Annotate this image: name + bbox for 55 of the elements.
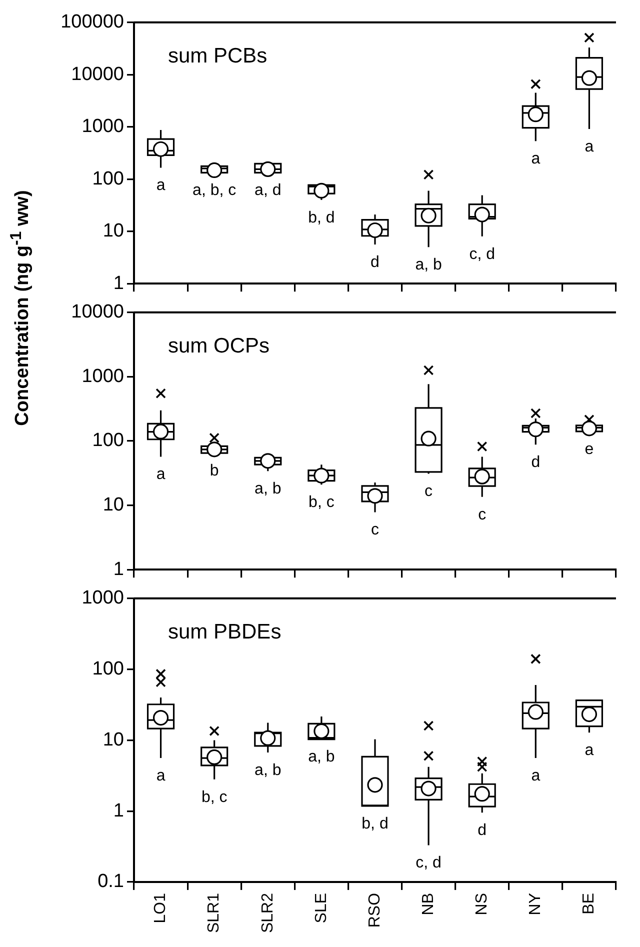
annotation: c	[478, 506, 486, 524]
annotation: a	[531, 767, 540, 784]
x-tick-label: BE	[580, 892, 598, 914]
annotation: c	[371, 522, 379, 539]
annotation: c	[424, 483, 433, 500]
annotation: a	[531, 150, 540, 168]
y-tick-label: 1	[113, 558, 124, 580]
y-tick-label: 10000	[71, 302, 124, 323]
annotation: d	[478, 822, 487, 840]
y-tick-label: 1000	[82, 116, 124, 138]
x-tick-label: NY	[527, 892, 544, 916]
annotation: e	[584, 440, 594, 458]
x-tick-label: LO1	[152, 892, 170, 924]
y-tick-label: 100	[92, 168, 124, 190]
annotation: b, d	[362, 815, 388, 832]
y-tick-label: 1	[113, 800, 124, 822]
y-tick-label: 100000	[60, 12, 124, 33]
text: sum PBDEs	[168, 620, 282, 644]
annotation: a, b	[254, 480, 282, 498]
y-tick-label: 10	[102, 220, 124, 242]
x-tick-label: NS	[474, 892, 491, 916]
y-tick-label: 100	[92, 658, 124, 680]
annotation: d	[370, 254, 380, 271]
x-tick-label: NB	[420, 892, 437, 916]
text: sum OCPs	[168, 334, 270, 358]
annotation: c, d	[469, 246, 496, 263]
y-tick-label: 1000	[82, 588, 124, 609]
annotation: a, d	[254, 182, 282, 200]
annotation: a, b	[415, 256, 442, 274]
annotation: a, b	[308, 748, 335, 766]
annotation: d	[531, 454, 540, 471]
annotation: a	[156, 466, 166, 484]
y-tick-label: 1000	[82, 366, 124, 387]
y-tick-label: 0.1	[98, 871, 124, 892]
y-tick-label: 10	[102, 729, 124, 750]
annotation: b	[210, 462, 219, 480]
annotation: b, c	[201, 788, 228, 806]
annotation: b, d	[308, 209, 335, 226]
text: sum PCBs	[168, 44, 268, 68]
y-tick-label: 1	[113, 272, 124, 294]
y-tick-label: 10000	[71, 64, 124, 85]
annotation: c, d	[416, 854, 442, 872]
annotation: b, c	[308, 494, 334, 511]
x-tick-label: SLR2	[259, 892, 276, 934]
x-tick-label: SLR1	[206, 892, 223, 934]
y-tick-label: 10	[102, 494, 124, 516]
x-tick-label: RSO	[366, 892, 384, 928]
annotation: a	[584, 742, 594, 759]
annotation: a	[584, 138, 594, 156]
x-tick-label: SLE	[312, 892, 330, 924]
annotation: a, b, c	[192, 182, 236, 200]
y-tick-label: 100	[92, 430, 124, 452]
annotation: a	[156, 767, 166, 784]
annotation: a	[156, 177, 166, 194]
annotation: a, b	[254, 762, 282, 779]
